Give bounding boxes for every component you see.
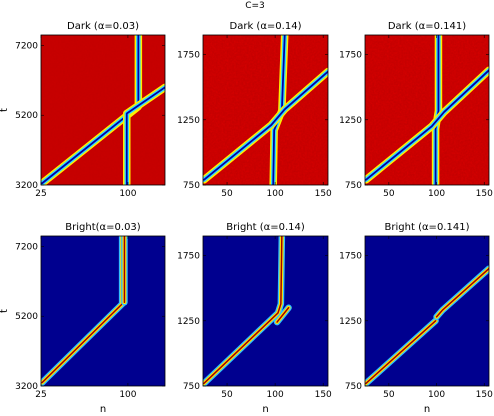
x-tick-label: 50 xyxy=(221,390,233,400)
soliton-track-2 xyxy=(123,83,165,185)
heatmap-panel-dark-0141: Dark (α=0.141) 50 100 150 750 1250 1750 xyxy=(339,21,493,199)
panel-frame xyxy=(40,34,166,186)
panel-title: Bright (α=0.14) xyxy=(226,222,305,233)
y-tick-label: 7200 xyxy=(15,242,38,252)
panel-title: Dark (α=0.14) xyxy=(230,21,302,32)
x-tick-label: 150 xyxy=(315,189,332,199)
x-axis-label: n xyxy=(100,404,106,415)
heatmap-panel-dark-014: Dark (α=0.14) 50 100 150 750 1250 1750 xyxy=(177,21,332,199)
y-tick-label: 750 xyxy=(345,382,362,392)
heatmap-panel-dark-003: Dark (α=0.03) 25 100 3200 5200 7200 t xyxy=(0,21,166,199)
y-tick-label: 5200 xyxy=(15,111,38,121)
heatmap-noise xyxy=(41,35,165,185)
panel-title: Bright(α=0.03) xyxy=(65,222,140,233)
y-tick-label: 1250 xyxy=(177,317,200,327)
y-tick-label: 750 xyxy=(183,382,200,392)
panel-frame xyxy=(40,235,166,387)
x-tick-label: 50 xyxy=(383,189,395,199)
x-tick-label: 100 xyxy=(267,390,284,400)
y-tick-label: 3200 xyxy=(15,181,38,191)
x-tick-label: 25 xyxy=(35,390,46,400)
x-tick-label: 150 xyxy=(476,390,493,400)
panel-frame xyxy=(364,34,490,186)
soliton-track-1 xyxy=(203,236,286,386)
panel-frame xyxy=(202,235,329,387)
x-tick-label: 25 xyxy=(35,189,46,199)
soliton-track-1 xyxy=(431,35,443,185)
x-tick-label: 50 xyxy=(383,390,395,400)
x-axis-label: n xyxy=(262,404,268,415)
y-axis-label: t xyxy=(0,309,10,313)
y-tick-label: 7200 xyxy=(15,41,38,51)
x-tick-label: 100 xyxy=(119,189,136,199)
panel-frame xyxy=(364,235,490,387)
y-tick-label: 1250 xyxy=(177,116,200,126)
heatmap-panel-bright-0141: Bright (α=0.141) 50 100 150 750 1250 1750 n xyxy=(339,222,493,415)
panel-title: Bright (α=0.141) xyxy=(385,222,470,233)
y-tick-label: 750 xyxy=(345,181,362,191)
soliton-track-2 xyxy=(203,67,328,184)
y-tick-label: 1250 xyxy=(339,317,362,327)
x-axis-label: n xyxy=(424,404,430,415)
panel-title: Dark (α=0.03) xyxy=(67,21,139,32)
x-tick-label: 100 xyxy=(428,189,445,199)
x-tick-label: 150 xyxy=(476,189,493,199)
y-tick-label: 3200 xyxy=(15,382,38,392)
y-axis-label: t xyxy=(0,108,10,112)
y-tick-label: 5200 xyxy=(15,312,38,322)
soliton-track-2 xyxy=(365,66,489,184)
x-tick-label: 100 xyxy=(428,390,445,400)
x-tick-label: 50 xyxy=(221,189,233,199)
soliton-track-1 xyxy=(365,317,439,386)
x-tick-label: 100 xyxy=(119,390,136,400)
y-tick-label: 1750 xyxy=(339,252,362,262)
y-tick-label: 1250 xyxy=(339,116,362,126)
panel-frame xyxy=(202,34,329,186)
x-tick-label: 100 xyxy=(267,189,284,199)
y-tick-label: 1750 xyxy=(339,51,362,61)
heatmap-panel-bright-014: Bright (α=0.14) 50 100 150 750 1250 1750 n xyxy=(177,222,332,415)
x-tick-label: 150 xyxy=(315,390,332,400)
y-tick-label: 1750 xyxy=(177,252,200,262)
heatmap-background xyxy=(365,236,489,386)
y-tick-label: 750 xyxy=(183,181,200,191)
soliton-track-2 xyxy=(433,265,489,321)
figure-suptitle: C=3 xyxy=(245,1,265,11)
soliton-track-2 xyxy=(273,304,292,326)
heatmap-panel-bright-003: Bright(α=0.03) 25 100 3200 5200 7200 n t xyxy=(0,222,166,415)
panel-title: Dark (α=0.141) xyxy=(388,21,466,32)
y-tick-label: 1750 xyxy=(177,51,200,61)
